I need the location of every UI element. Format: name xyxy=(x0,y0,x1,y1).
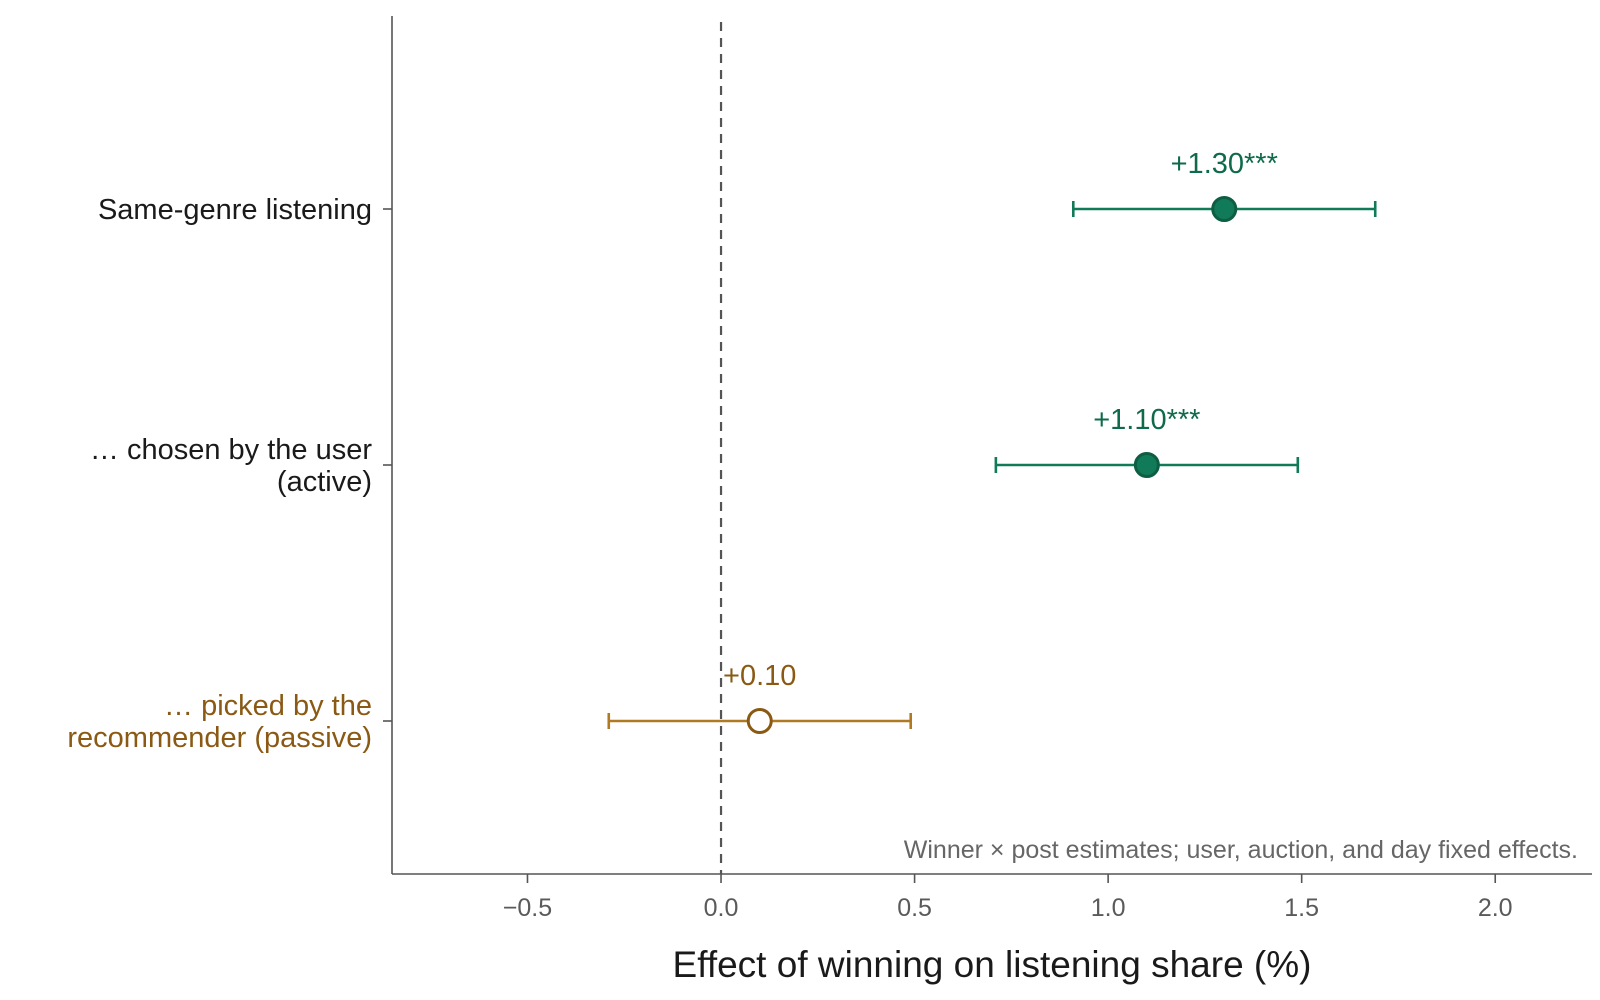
x-tick-label: 1.5 xyxy=(1284,894,1319,922)
x-tick-label: 0.5 xyxy=(897,894,932,922)
estimate-label: +1.30*** xyxy=(1171,148,1278,180)
row-label: … picked by the xyxy=(164,690,372,722)
x-tick-label: 2.0 xyxy=(1478,894,1513,922)
row-label: recommender (passive) xyxy=(67,722,372,754)
x-tick-label: 0.0 xyxy=(704,894,739,922)
x-tick-label: −0.5 xyxy=(503,894,552,922)
point-estimate xyxy=(746,708,773,734)
point-estimate xyxy=(1133,452,1160,478)
estimate-label: +0.10 xyxy=(723,660,796,692)
row-label: Same-genre listening xyxy=(98,194,372,226)
x-axis-label: Effect of winning on listening share (%) xyxy=(673,944,1312,985)
estimate-label: +1.10*** xyxy=(1093,404,1200,436)
plot-marks: +1.30*** +1.10*** +0.10 xyxy=(607,148,1377,734)
footnote: Winner × post estimates; user, auction, … xyxy=(904,836,1578,864)
plot-axes: −0.5 0.0 0.5 1.0 1.5 2.0 Same-genre listening …… xyxy=(67,16,1592,922)
row-label: (active) xyxy=(277,466,372,498)
point-estimate xyxy=(1211,196,1238,222)
x-tick-label: 1.0 xyxy=(1091,894,1126,922)
row-label: … chosen by the user xyxy=(90,434,372,466)
